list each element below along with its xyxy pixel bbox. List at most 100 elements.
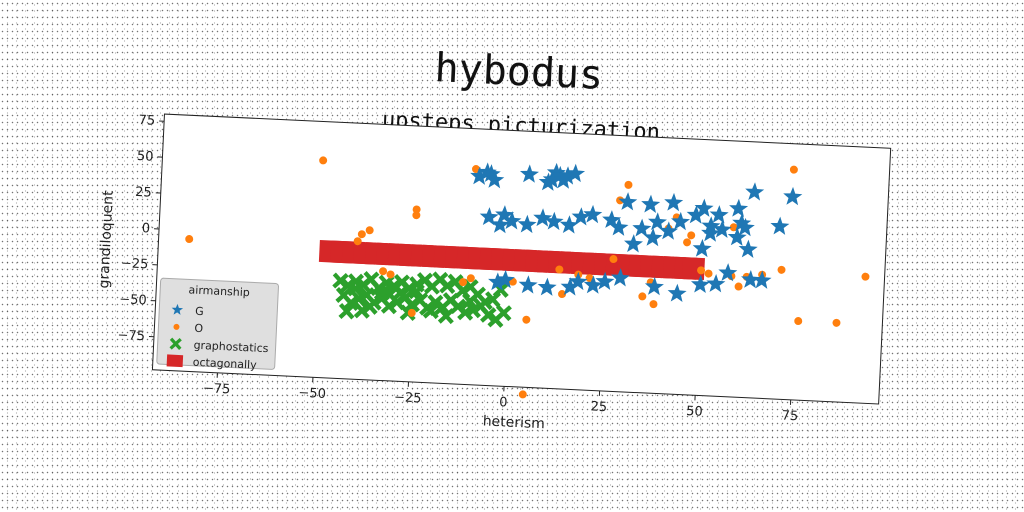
point-g	[470, 166, 490, 185]
x-tick-label: 0	[499, 395, 508, 410]
point-g	[709, 205, 729, 224]
y-tick-label: 75	[138, 113, 155, 129]
point-g	[659, 221, 679, 240]
point-g	[602, 210, 622, 229]
point-o	[734, 282, 743, 291]
point-o	[518, 390, 527, 399]
point-g	[701, 223, 721, 242]
point-graphostatics	[422, 302, 440, 320]
point-o	[777, 265, 786, 274]
x-tick-label: −25	[394, 390, 422, 406]
point-graphostatics	[439, 277, 456, 294]
point-o	[616, 196, 625, 205]
point-g	[533, 208, 553, 227]
point-o	[683, 238, 692, 247]
legend-marker	[173, 323, 180, 330]
point-graphostatics	[408, 283, 425, 300]
point-graphostatics	[380, 297, 398, 315]
point-g	[690, 274, 710, 294]
plot-area: −75 −50 −25 0 25 50 75 75 50 25 0 −25 −50 −75 heterism…	[96, 113, 892, 432]
point-g	[583, 204, 603, 224]
point-g	[479, 207, 499, 226]
point-g	[741, 269, 761, 289]
point-g	[488, 272, 508, 291]
legend-marker	[166, 354, 184, 368]
point-o	[365, 226, 374, 235]
legend-title: airmanship	[188, 283, 250, 299]
point-g	[544, 211, 564, 231]
y-tick-label: −75	[117, 328, 145, 344]
point-o	[407, 308, 416, 317]
legend-marker	[169, 337, 182, 350]
y-tick-label: 50	[137, 149, 154, 165]
chart-suptitle: hybodus	[434, 45, 604, 99]
point-o	[624, 180, 633, 189]
point-g	[583, 275, 603, 294]
point-g	[554, 170, 574, 189]
point-g	[718, 263, 738, 282]
point-g	[546, 162, 566, 182]
point-g	[502, 211, 522, 230]
point-o	[609, 255, 618, 264]
point-g	[783, 186, 803, 206]
legend-marker	[171, 303, 184, 315]
point-g	[537, 277, 557, 296]
point-o	[319, 156, 328, 165]
point-g	[647, 212, 667, 231]
point-g	[571, 207, 591, 226]
point-o	[558, 290, 567, 299]
point-g	[701, 216, 721, 235]
point-g	[490, 214, 510, 234]
point-graphostatics	[403, 295, 421, 313]
y-axis-label: grandiloquent	[96, 190, 117, 289]
point-o	[704, 269, 713, 278]
point-o	[466, 274, 475, 283]
point-g	[692, 238, 712, 258]
point-g	[550, 165, 570, 185]
point-g	[495, 269, 515, 289]
point-g	[495, 205, 515, 224]
point-g	[752, 270, 772, 289]
point-o	[379, 267, 388, 276]
point-o	[729, 223, 738, 232]
point-graphostatics	[338, 303, 355, 320]
point-o	[794, 317, 803, 326]
point-g	[745, 182, 765, 201]
point-g	[727, 227, 747, 246]
x-axis-label: heterism	[482, 413, 545, 432]
point-o	[458, 278, 467, 287]
point-g	[738, 239, 758, 258]
legend-label: O	[194, 322, 204, 335]
point-graphostatics	[495, 304, 512, 322]
point-g	[559, 215, 579, 234]
point-o	[861, 272, 870, 281]
point-o	[357, 230, 366, 239]
point-g	[518, 275, 538, 294]
point-g	[565, 163, 586, 183]
legend-label: octagonally	[193, 356, 258, 372]
point-g	[519, 164, 539, 183]
point-o	[638, 292, 647, 301]
point-o	[412, 205, 421, 214]
point-g	[667, 283, 687, 303]
point-g	[568, 271, 588, 291]
point-graphostatics	[353, 302, 371, 319]
point-g	[712, 219, 732, 239]
point-g	[643, 227, 663, 247]
legend-label: G	[195, 305, 204, 318]
point-g	[618, 192, 638, 211]
x-tick-label: 75	[781, 408, 798, 424]
point-graphostatics	[361, 298, 379, 315]
point-graphostatics	[437, 307, 455, 325]
point-graphostatics	[381, 286, 398, 303]
point-graphostatics	[461, 293, 479, 310]
legend-label: graphostatics	[193, 339, 269, 356]
point-g	[732, 213, 752, 232]
x-tick-label: −50	[298, 386, 326, 402]
point-o	[789, 165, 798, 174]
y-tick-label: 0	[141, 221, 150, 236]
point-o	[832, 318, 841, 327]
point-g	[517, 214, 537, 234]
point-o	[185, 235, 194, 244]
